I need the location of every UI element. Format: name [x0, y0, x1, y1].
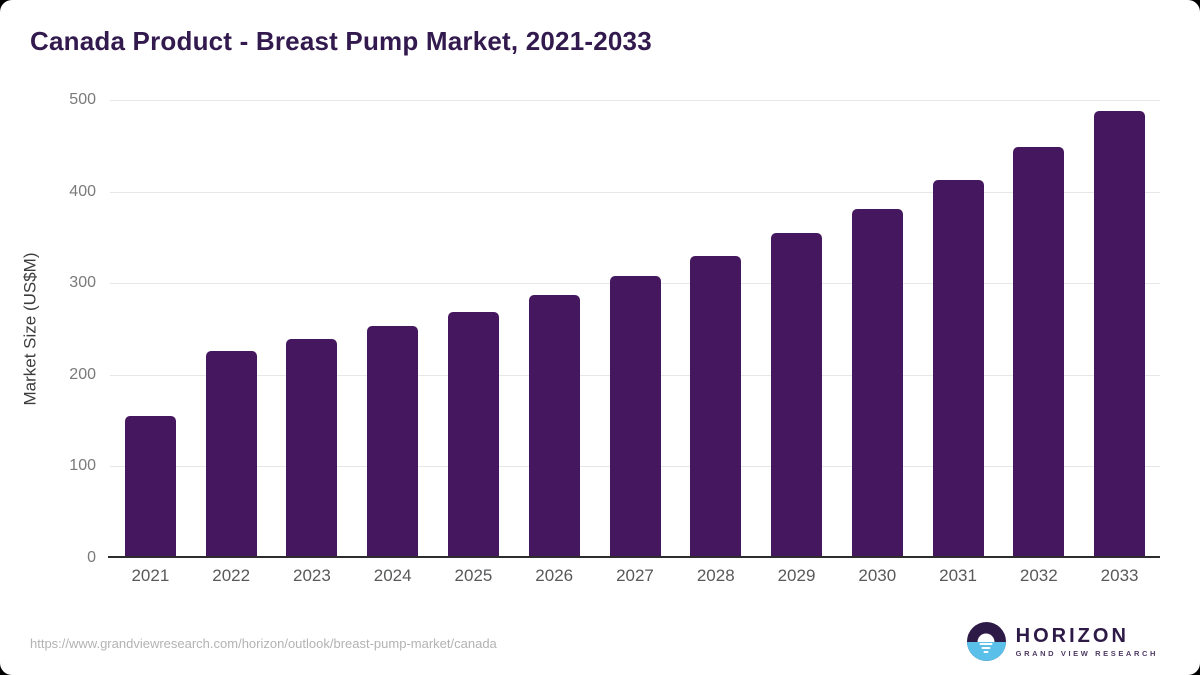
x-tick-label-2025: 2025	[454, 566, 493, 585]
logo-text: HORIZON GRAND VIEW RESEARCH	[1016, 625, 1158, 658]
bar-2028	[690, 255, 742, 556]
x-tick-label-2022: 2022	[212, 566, 251, 585]
x-tick-label-2030: 2030	[858, 566, 897, 585]
y-axis-ticks: 0 100 200 300 400 500	[48, 91, 102, 566]
x-tick-label-2033: 2033	[1100, 566, 1139, 585]
y-tick-label-400: 400	[69, 182, 96, 200]
bar-2023	[286, 339, 338, 556]
x-tick-label-2029: 2029	[777, 566, 816, 585]
logo-reflection-line	[979, 643, 993, 645]
horizon-logo: HORIZON GRAND VIEW RESEARCH	[966, 622, 1158, 661]
bar-2030	[851, 209, 903, 556]
y-tick-label-200: 200	[69, 365, 96, 383]
x-tick-label-2032: 2032	[1019, 566, 1058, 585]
logo-reflection-line	[981, 647, 991, 649]
plot-area	[108, 100, 1160, 558]
logo-reflection-line	[983, 651, 989, 653]
source-url: https://www.grandviewresearch.com/horizo…	[30, 636, 497, 651]
bar-2024	[367, 326, 419, 556]
y-axis-title-text: Market Size (US$M)	[21, 252, 40, 406]
y-tick-label-0: 0	[87, 549, 96, 566]
x-tick-label-2031: 2031	[939, 566, 977, 585]
bar-2029	[771, 232, 823, 556]
x-tick-label-2028: 2028	[696, 566, 735, 585]
x-tick-label-2027: 2027	[616, 566, 654, 585]
gridline-500	[110, 100, 1160, 101]
y-tick-label-500: 500	[69, 91, 96, 108]
horizon-sun-icon	[966, 622, 1006, 661]
logo-subtitle: GRAND VIEW RESEARCH	[1015, 649, 1158, 658]
x-tick-label-2026: 2026	[535, 566, 574, 585]
bar-2032	[1013, 146, 1065, 556]
bar-2025	[447, 311, 499, 556]
bar-2033	[1094, 111, 1146, 556]
x-axis-ticks: 2021 2022 2023 2024 2025 2026 2027 2028 2029 2030…	[110, 566, 1160, 586]
bar-2027	[609, 275, 661, 556]
bar-2022	[205, 350, 257, 556]
bar-2026	[528, 295, 580, 556]
bar-2021	[124, 416, 176, 556]
footer: https://www.grandviewresearch.com/horizo…	[0, 613, 1200, 675]
x-tick-label-2024: 2024	[373, 566, 412, 585]
y-axis-title: Market Size (US$M)	[18, 100, 44, 558]
x-tick-label-2023: 2023	[293, 566, 331, 585]
x-axis-line	[108, 556, 1160, 558]
y-tick-label-100: 100	[69, 457, 96, 475]
chart-title: Canada Product - Breast Pump Market, 202…	[30, 26, 652, 56]
logo-title: HORIZON	[1015, 625, 1129, 647]
bar-2031	[932, 179, 984, 556]
y-tick-label-300: 300	[69, 274, 96, 292]
gridline-400	[110, 191, 1160, 193]
x-tick-label-2021: 2021	[131, 566, 170, 585]
